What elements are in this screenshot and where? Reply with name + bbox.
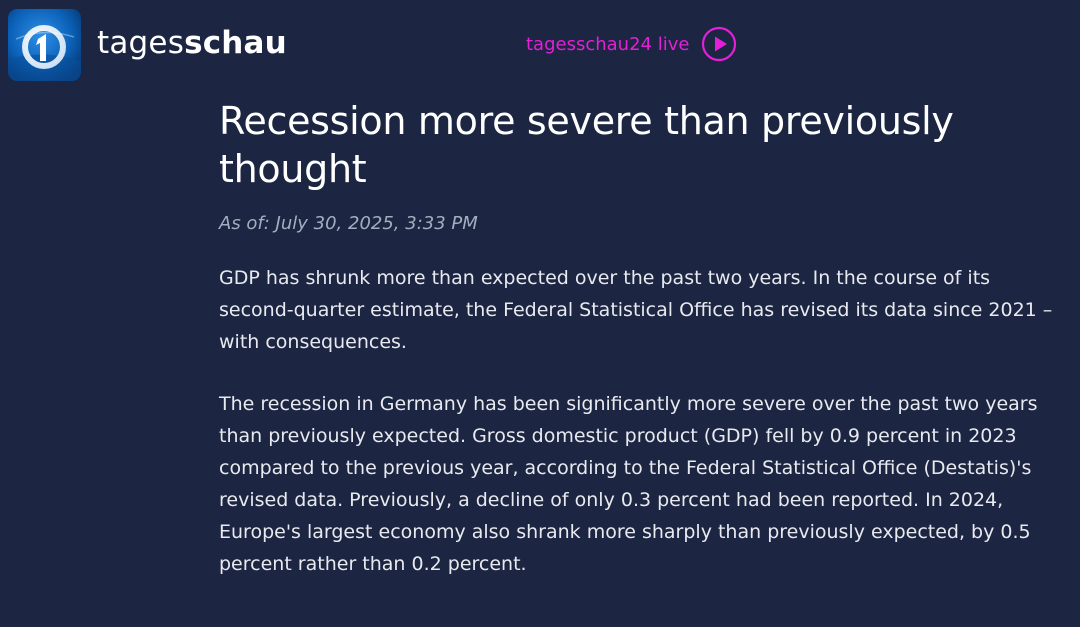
live-stream-link[interactable]: tagesschau24 live — [526, 26, 737, 62]
play-circle-icon[interactable] — [701, 26, 737, 62]
article-paragraph: The recession in Germany has been signif… — [219, 393, 1038, 575]
brand-wordmark-light: tages — [97, 25, 185, 61]
article-headline: Recession more severe than previously th… — [219, 99, 954, 191]
article: Recession more severe than previously th… — [219, 97, 1064, 580]
article-timestamp: As of: July 30, 2025, 3:33 PM — [219, 213, 478, 234]
brand-wordmark[interactable]: tagesschau — [97, 23, 287, 63]
brand-wordmark-bold: schau — [184, 25, 287, 61]
ard-one-logo-icon[interactable] — [8, 9, 81, 81]
logo-graphic — [8, 9, 81, 81]
live-stream-label: tagesschau24 live — [526, 33, 690, 55]
article-lead: GDP has shrunk more than expected over t… — [219, 267, 1053, 353]
